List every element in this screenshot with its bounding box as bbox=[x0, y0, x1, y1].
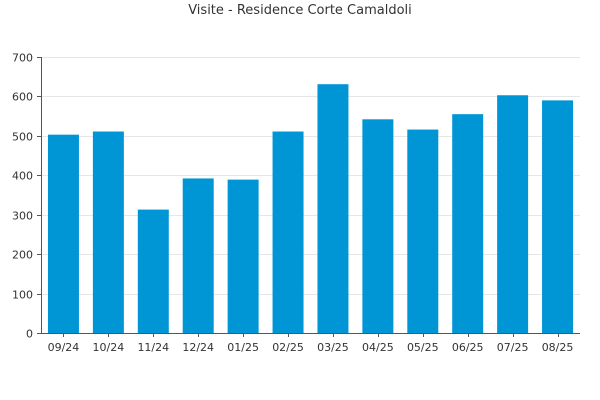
x-tick-label-08-25: 08/25 bbox=[542, 341, 574, 354]
bar-04-25 bbox=[362, 119, 394, 333]
bar-10-24 bbox=[92, 131, 124, 333]
gridlines bbox=[41, 57, 580, 295]
bar-06-25 bbox=[452, 114, 484, 333]
tick-labels: 0 100 200 300 400 500 600 700 09/24 10/24 11/24 12/… bbox=[12, 52, 573, 355]
x-tick-label-09-24: 09/24 bbox=[48, 341, 80, 354]
bar-05-25 bbox=[407, 129, 439, 333]
x-tick-label-11-24: 11/24 bbox=[137, 341, 169, 354]
y-tick-label-300: 300 bbox=[12, 210, 33, 223]
chart-title: Visite - Residence Corte Camaldoli bbox=[188, 3, 412, 18]
y-tick-label-100: 100 bbox=[12, 289, 33, 302]
x-tick-label-04-25: 04/25 bbox=[362, 341, 394, 354]
axes bbox=[37, 57, 580, 337]
bar-07-25 bbox=[497, 95, 529, 333]
y-tick-label-500: 500 bbox=[12, 131, 33, 144]
x-tick-label-03-25: 03/25 bbox=[317, 341, 349, 354]
y-tick-label-400: 400 bbox=[12, 170, 33, 183]
bar-09-24 bbox=[47, 134, 79, 333]
x-tick-label-12-24: 12/24 bbox=[182, 341, 214, 354]
bar-11-24 bbox=[137, 209, 169, 333]
y-tick-label-600: 600 bbox=[12, 91, 33, 104]
bar-02-25 bbox=[272, 131, 304, 333]
x-tick-label-02-25: 02/25 bbox=[272, 341, 304, 354]
x-tick-label-07-25: 07/25 bbox=[497, 341, 529, 354]
bar-08-25 bbox=[542, 100, 574, 334]
x-tick-label-06-25: 06/25 bbox=[452, 341, 484, 354]
bars bbox=[47, 84, 574, 334]
y-tick-label-200: 200 bbox=[12, 249, 33, 262]
y-tick-label-700: 700 bbox=[12, 52, 33, 65]
x-tick-label-01-25: 01/25 bbox=[227, 341, 259, 354]
bar-01-25 bbox=[227, 179, 259, 333]
bar-12-24 bbox=[182, 178, 214, 333]
bar-03-25 bbox=[317, 84, 349, 334]
y-tick-label-0: 0 bbox=[26, 328, 33, 341]
x-tick-label-10-24: 10/24 bbox=[93, 341, 125, 354]
x-tick-label-05-25: 05/25 bbox=[407, 341, 439, 354]
